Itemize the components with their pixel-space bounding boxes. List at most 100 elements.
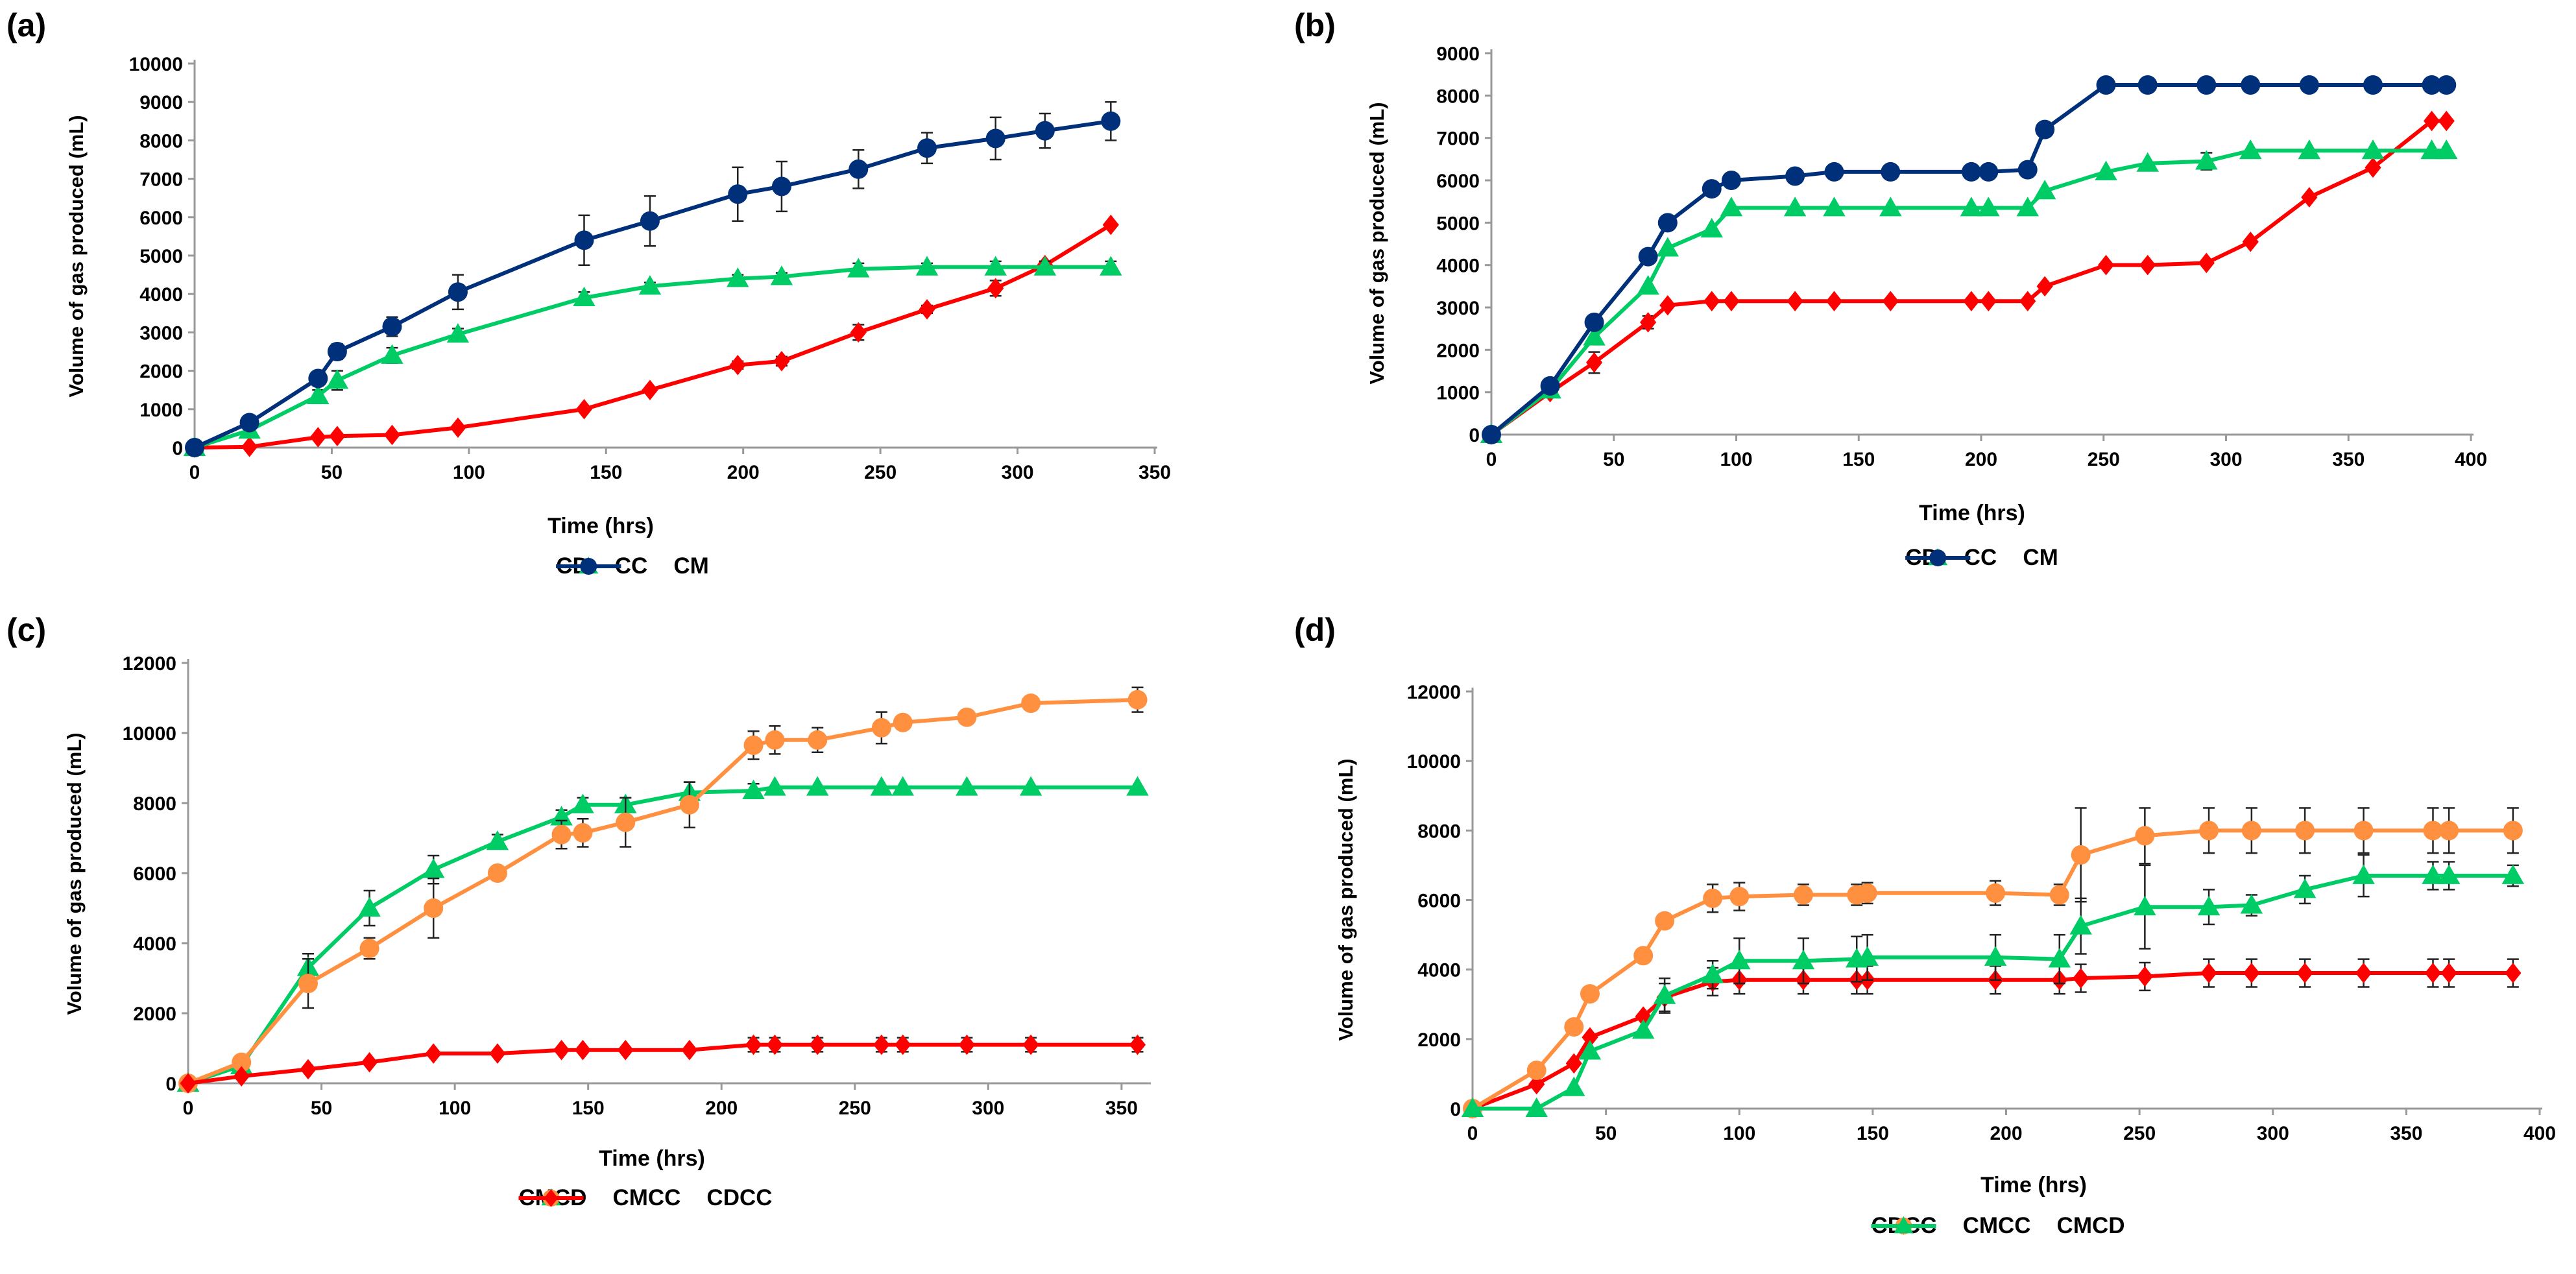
- data-point: [574, 1039, 592, 1061]
- data-point: [617, 1039, 634, 1061]
- x-tick-label: 400: [2455, 449, 2487, 470]
- y-axis-label: Volume of gas produced (mL): [65, 115, 88, 398]
- data-point: [2197, 895, 2221, 916]
- x-tick-label: 50: [321, 462, 343, 483]
- x-tick-label: 50: [1595, 1123, 1617, 1144]
- data-point: [1655, 911, 1675, 931]
- series-line: [1490, 119, 2447, 437]
- data-point: [2137, 75, 2158, 95]
- data-point: [2049, 885, 2069, 905]
- data-point: [2296, 963, 2313, 983]
- y-tick-label: 0: [165, 1074, 176, 1095]
- data-point: [1526, 1061, 1547, 1081]
- y-tick-label: 6000: [133, 863, 176, 885]
- data-point: [616, 812, 636, 832]
- chart-panel-d: (d) 0 50 100 150 200 250 300 350 400 0 2000 4000 600…: [1288, 612, 2576, 1274]
- data-point: [425, 1043, 442, 1064]
- data-point: [2048, 948, 2071, 968]
- y-tick-label: 12000: [1407, 682, 1461, 703]
- data-point: [766, 1034, 784, 1055]
- y-tick-label: 9000: [139, 92, 183, 114]
- data-point: [1787, 291, 1803, 311]
- data-point: [2095, 160, 2117, 180]
- data-point: [381, 344, 403, 364]
- y-tick-label: 4000: [1417, 960, 1461, 981]
- y-tick-label: 12000: [123, 653, 176, 675]
- data-point: [1823, 197, 1846, 217]
- x-tick-label: 50: [311, 1098, 332, 1119]
- y-tick-label: 6000: [1417, 891, 1461, 912]
- data-point: [424, 898, 444, 918]
- x-axis-label: Time (hrs): [599, 1146, 705, 1171]
- data-point: [2355, 963, 2372, 983]
- y-tick-label: 7000: [139, 169, 183, 191]
- data-point: [359, 939, 379, 959]
- data-point: [300, 1059, 317, 1080]
- data-point: [573, 286, 596, 307]
- data-point: [2424, 963, 2442, 983]
- data-point: [575, 399, 593, 420]
- data-point: [1792, 950, 1815, 970]
- data-point: [2420, 139, 2443, 160]
- data-point: [2139, 254, 2156, 276]
- data-point: [1729, 887, 1750, 907]
- data-point: [1728, 950, 1751, 970]
- data-point: [1793, 885, 1813, 905]
- data-point: [1035, 121, 1055, 141]
- data-point: [1721, 171, 1741, 190]
- data-point: [1700, 217, 1723, 238]
- y-tick-label: 8000: [139, 130, 183, 152]
- data-point: [745, 1034, 762, 1055]
- data-point: [1825, 291, 1843, 311]
- legend-label: CMCC: [1962, 1213, 2031, 1238]
- data-point: [2423, 821, 2443, 841]
- data-point: [809, 1034, 826, 1055]
- legend-item-cmcc: CMCC: [1871, 1213, 2031, 1239]
- legend-item-cmcd: CMCD: [1871, 1213, 2125, 1239]
- data-point: [329, 426, 346, 446]
- data-point: [915, 256, 939, 276]
- x-tick-label: 0: [183, 1098, 194, 1119]
- data-point: [2073, 968, 2089, 989]
- data-point: [448, 282, 468, 302]
- data-point: [1961, 162, 1981, 182]
- legend-label: CMCC: [612, 1185, 681, 1210]
- data-point: [849, 159, 869, 179]
- y-tick-label: 1000: [1436, 383, 1480, 404]
- y-tick-label: 5000: [139, 246, 183, 267]
- data-point: [1856, 946, 1879, 966]
- y-tick-label: 4000: [139, 284, 183, 306]
- data-point: [2438, 110, 2455, 132]
- data-point: [1019, 776, 1042, 796]
- x-tick-label: 100: [1723, 1123, 1755, 1144]
- data-point: [681, 1039, 698, 1061]
- data-point: [808, 730, 828, 750]
- y-tick-label: 8000: [1436, 86, 1480, 107]
- legend: CD CC CM: [1905, 545, 2058, 571]
- series-line: [1471, 828, 2513, 1111]
- data-point: [382, 317, 402, 337]
- data-point: [2352, 864, 2375, 884]
- data-point: [728, 184, 748, 204]
- data-point: [1703, 291, 1720, 311]
- data-point: [574, 230, 594, 250]
- data-point: [2096, 75, 2116, 95]
- series-cm: [1482, 75, 2457, 444]
- data-point: [2437, 75, 2457, 95]
- data-point: [180, 1073, 197, 1094]
- data-point: [450, 417, 466, 438]
- data-point: [1102, 214, 1119, 235]
- x-tick-label: 150: [590, 462, 622, 483]
- data-point: [309, 427, 326, 448]
- data-point: [2019, 291, 2036, 311]
- x-axis-label: Time (hrs): [1919, 501, 2025, 525]
- data-point: [2242, 231, 2259, 252]
- data-point: [2363, 75, 2383, 95]
- data-point: [446, 323, 470, 343]
- series-cmcc: [1463, 807, 2523, 1118]
- data-point: [847, 258, 870, 278]
- data-point: [2301, 187, 2318, 208]
- legend-swatch: [1871, 1216, 1936, 1234]
- y-tick-label: 8000: [133, 793, 176, 815]
- legend-marker: [544, 1189, 559, 1207]
